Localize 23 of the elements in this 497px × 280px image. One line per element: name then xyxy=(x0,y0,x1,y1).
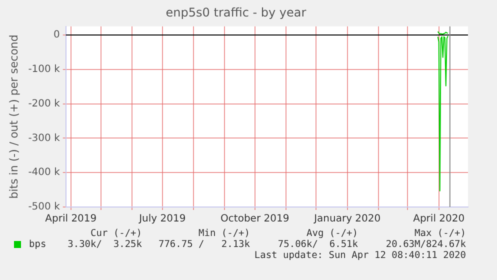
x-tick-label: January 2020 xyxy=(313,214,381,225)
legend-label: bps xyxy=(28,239,46,250)
y-tick-label: 0 xyxy=(53,30,60,41)
x-tick-label: July 2019 xyxy=(138,214,186,225)
text: 75.06k/ 6.51k xyxy=(278,239,358,250)
text: 776.75 / 2.13k xyxy=(158,239,250,250)
text: Max (-/+) xyxy=(414,228,466,239)
x-tick-label: April 2020 xyxy=(413,214,465,225)
chart-title: enp5s0 traffic - by year xyxy=(166,5,306,20)
y-tick-label: -100 k xyxy=(28,64,60,75)
text: Avg (-/+) xyxy=(306,228,358,239)
x-tick-label: October 2019 xyxy=(220,214,290,225)
text: Min (-/+) xyxy=(198,228,250,239)
y-tick-label: -200 k xyxy=(28,98,60,110)
text: 3.30k/ 3.25k xyxy=(68,239,142,250)
y-axis-title: bits in (-) / out (+) per second xyxy=(7,34,20,199)
text: Cur (-/+) xyxy=(90,228,142,239)
x-tick-label: April 2019 xyxy=(45,214,97,225)
y-tick-label: -300 k xyxy=(28,132,60,144)
y-tick-label: -500 k xyxy=(28,202,60,213)
text: Last update: Sun Apr 12 08:40:11 2020 xyxy=(254,250,466,261)
y-tick-label: -400 k xyxy=(28,167,60,178)
text: 20.63M/824.67k xyxy=(386,239,466,250)
